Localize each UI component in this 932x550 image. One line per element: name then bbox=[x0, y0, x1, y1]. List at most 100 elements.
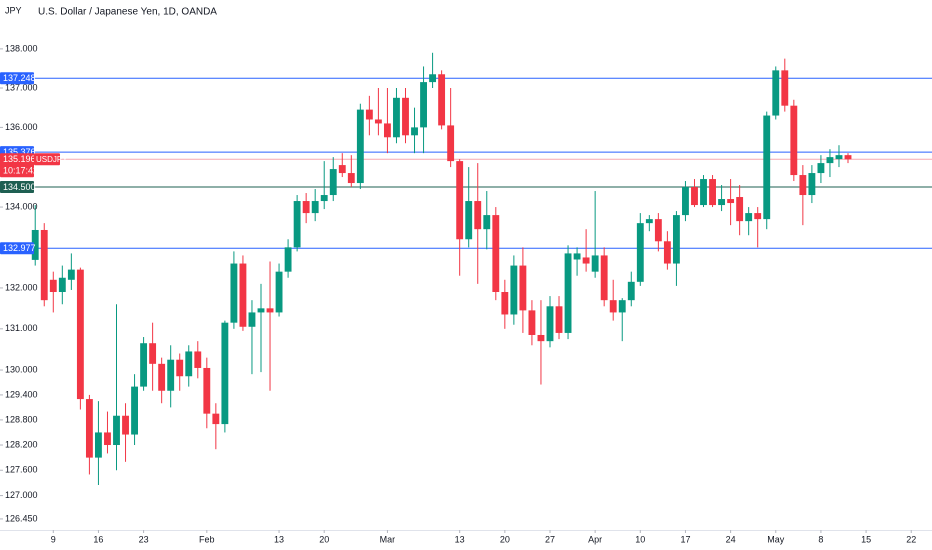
candle-body bbox=[221, 322, 229, 425]
candle-body bbox=[483, 215, 491, 230]
candle-body bbox=[338, 165, 346, 174]
candle-body bbox=[573, 253, 581, 260]
candle-body bbox=[609, 300, 617, 313]
y-tick-label: 128.200 bbox=[5, 439, 38, 449]
x-tick-label: 22 bbox=[906, 534, 916, 544]
x-tick-label: 16 bbox=[93, 534, 103, 544]
y-tick-label: 136.000 bbox=[5, 122, 38, 132]
candle-body bbox=[808, 173, 816, 196]
y-tick-label: 127.600 bbox=[5, 465, 38, 475]
candle-body bbox=[347, 173, 355, 184]
candle-body bbox=[781, 70, 789, 106]
candle-body bbox=[140, 343, 148, 387]
candle-body bbox=[600, 255, 608, 301]
candle-body bbox=[582, 257, 590, 264]
candle-body bbox=[411, 127, 418, 136]
y-tick-label: 134.000 bbox=[5, 201, 38, 211]
candle-body bbox=[176, 359, 184, 377]
y-tick-label: 130.000 bbox=[5, 364, 38, 374]
candle-body bbox=[799, 175, 807, 196]
candle-body bbox=[275, 271, 283, 313]
x-tick-label: 20 bbox=[319, 534, 329, 544]
candle-body bbox=[31, 229, 39, 260]
candle-body bbox=[844, 155, 852, 160]
price-line-label: 132.977 bbox=[3, 243, 36, 253]
x-tick-label: 9 bbox=[51, 534, 56, 544]
candle-body bbox=[700, 179, 707, 206]
candle-body bbox=[510, 265, 518, 315]
candle-body bbox=[302, 201, 310, 214]
candle-body bbox=[763, 115, 771, 220]
candle-body bbox=[537, 334, 545, 342]
candle-body bbox=[420, 82, 427, 128]
candle-body bbox=[636, 223, 644, 282]
candle-body bbox=[438, 74, 446, 126]
candle-body bbox=[817, 163, 825, 174]
x-tick-label: 10 bbox=[635, 534, 645, 544]
x-tick-label: 15 bbox=[861, 534, 871, 544]
symbol-label: USDJPY bbox=[36, 155, 68, 164]
candle-body bbox=[329, 169, 337, 196]
candle-body bbox=[682, 187, 689, 216]
y-tick-label: 131.000 bbox=[5, 323, 38, 333]
price-line-label: 134.500 bbox=[3, 182, 36, 192]
candle-body bbox=[474, 201, 482, 230]
candle-body bbox=[239, 263, 247, 327]
candle-body bbox=[772, 70, 780, 116]
candle-body bbox=[158, 363, 166, 391]
candle-body bbox=[113, 415, 120, 446]
y-tick-label: 129.400 bbox=[5, 389, 38, 399]
candle-body bbox=[727, 199, 735, 204]
candle-body bbox=[58, 277, 66, 293]
candle-body bbox=[528, 310, 536, 335]
candle-body bbox=[826, 157, 834, 164]
candle-body bbox=[49, 279, 57, 293]
candle-body bbox=[185, 351, 193, 377]
candle-body bbox=[754, 213, 762, 220]
chart-title: U.S. Dollar / Japanese Yen, 1D, OANDA bbox=[38, 7, 217, 18]
x-tick-label: 20 bbox=[500, 534, 510, 544]
candle-body bbox=[365, 109, 373, 120]
y-tick-label: 137.000 bbox=[5, 82, 38, 92]
y-tick-label: 126.450 bbox=[5, 513, 38, 523]
candle-body bbox=[465, 201, 473, 240]
candle-body bbox=[266, 308, 274, 313]
candle-body bbox=[456, 161, 464, 240]
x-tick-label: Feb bbox=[199, 534, 215, 544]
candle-body bbox=[284, 247, 292, 272]
candle-body bbox=[149, 343, 157, 364]
candle-body bbox=[546, 306, 554, 342]
candle-body bbox=[248, 312, 256, 327]
candle-body bbox=[40, 229, 48, 301]
candle-body bbox=[718, 199, 726, 206]
candle-body bbox=[131, 386, 138, 435]
candle-body bbox=[374, 119, 382, 124]
price-line-label-box bbox=[0, 72, 34, 85]
candle-body bbox=[501, 292, 509, 315]
candle-body bbox=[311, 201, 319, 214]
candle-body bbox=[555, 306, 563, 333]
candle-body bbox=[67, 269, 75, 280]
candle-body bbox=[591, 255, 599, 272]
x-tick-label: 13 bbox=[274, 534, 284, 544]
candle-body bbox=[709, 179, 716, 206]
candle-body bbox=[320, 195, 328, 202]
countdown: 10:17:42 bbox=[3, 166, 38, 176]
x-tick-label: 13 bbox=[455, 534, 465, 544]
candle-body bbox=[194, 351, 202, 368]
candle-body bbox=[402, 97, 409, 136]
price-line-label-box bbox=[0, 242, 34, 255]
candle-body bbox=[203, 367, 211, 414]
candle-body bbox=[104, 432, 111, 446]
y-tick-label: 127.000 bbox=[5, 490, 38, 500]
price-line-label: 137.248 bbox=[3, 73, 36, 83]
candle-body bbox=[167, 359, 175, 391]
candle-body bbox=[519, 265, 527, 311]
candle-body bbox=[627, 281, 635, 301]
x-tick-label: Mar bbox=[380, 534, 396, 544]
candle-body bbox=[122, 415, 129, 435]
candle-body bbox=[429, 74, 437, 83]
x-tick-label: 8 bbox=[818, 534, 823, 544]
x-tick-label: 23 bbox=[139, 534, 149, 544]
